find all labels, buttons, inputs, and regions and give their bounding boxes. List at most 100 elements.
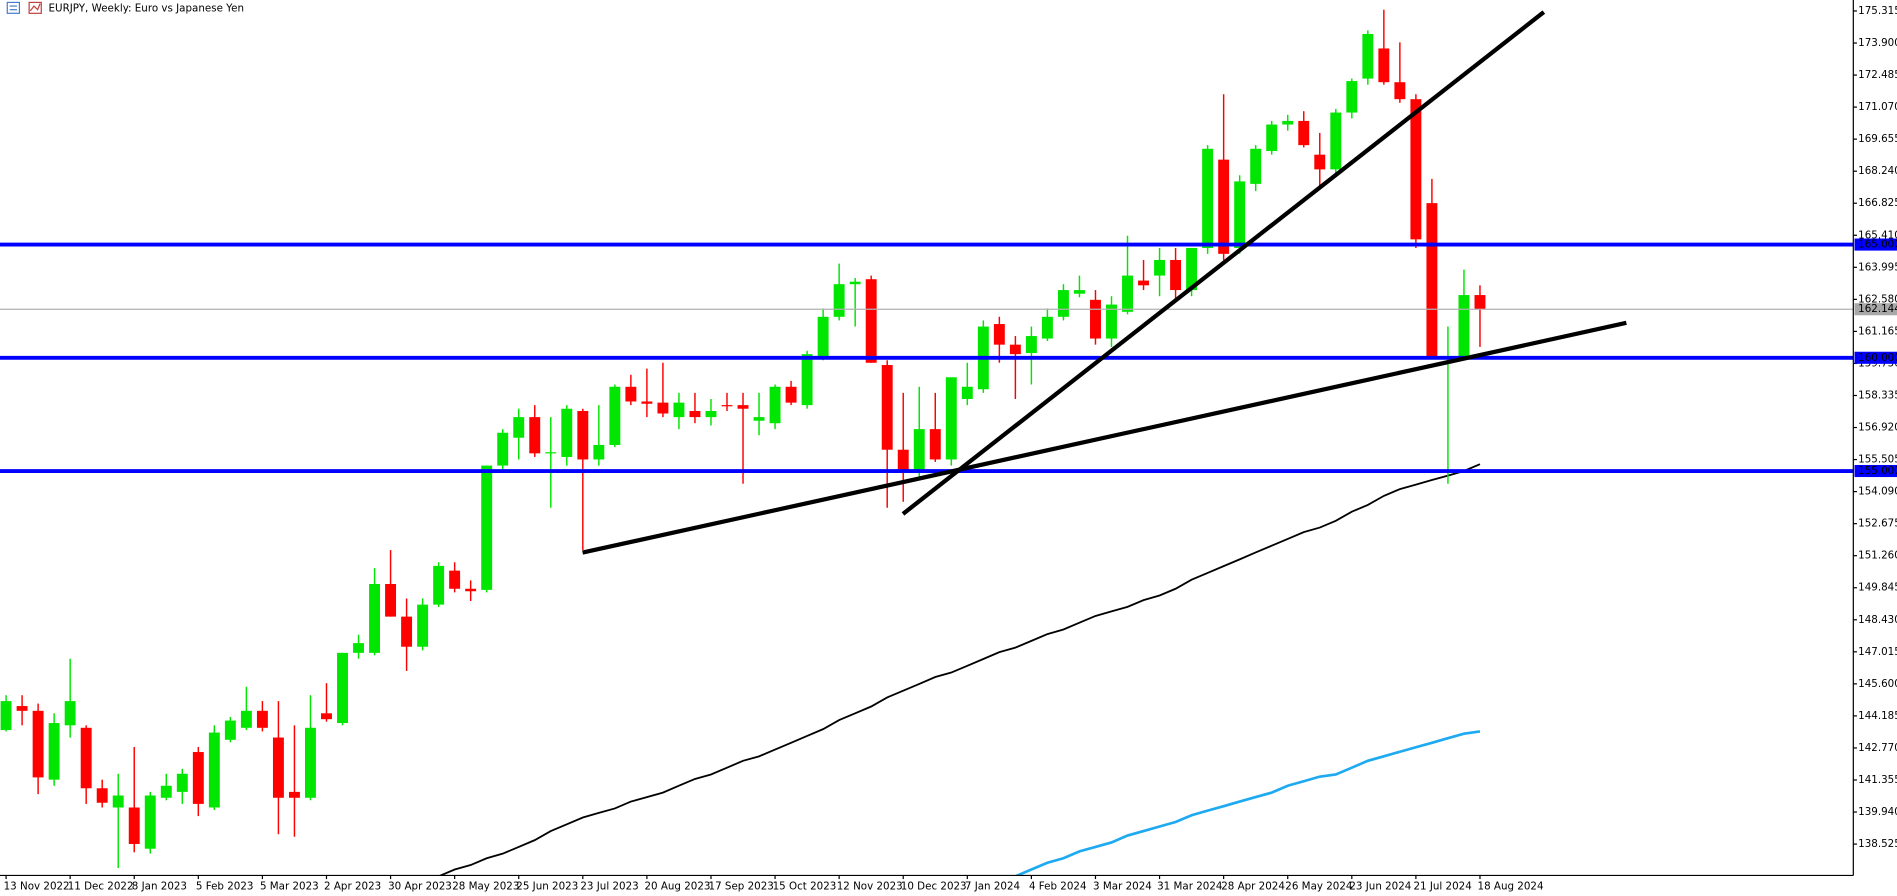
candle-body bbox=[657, 402, 669, 414]
moving-average bbox=[438, 463, 1481, 876]
x-tick-label: 18 Aug 2024 bbox=[1478, 880, 1544, 892]
y-tick-label: 172.485 bbox=[1858, 69, 1897, 81]
candle-body bbox=[1394, 82, 1406, 100]
x-tick-label: 28 Apr 2024 bbox=[1221, 880, 1285, 892]
candle-body bbox=[1346, 81, 1358, 113]
candle-body bbox=[48, 723, 60, 780]
candle-body bbox=[481, 465, 493, 590]
candle-body bbox=[1186, 247, 1198, 291]
candle-body bbox=[609, 386, 621, 445]
candle-body bbox=[897, 449, 909, 472]
x-tick-label: 8 Jan 2023 bbox=[132, 880, 187, 892]
x-tick-label: 4 Feb 2024 bbox=[1029, 880, 1087, 892]
candle-body bbox=[513, 417, 525, 438]
y-tick-label: 158.335 bbox=[1858, 390, 1897, 402]
candle-body bbox=[80, 727, 92, 789]
candle-body bbox=[112, 795, 124, 808]
y-tick-label: 139.940 bbox=[1858, 806, 1897, 818]
x-tick-label: 5 Mar 2023 bbox=[260, 880, 319, 892]
candle-body bbox=[641, 401, 653, 404]
y-tick-label: 163.995 bbox=[1858, 261, 1897, 273]
candle-body bbox=[1041, 316, 1053, 339]
candle-body bbox=[785, 386, 797, 403]
candle-body bbox=[0, 701, 12, 731]
candle-body bbox=[577, 411, 589, 460]
x-tick-label: 2 Apr 2023 bbox=[324, 880, 381, 892]
candle-body bbox=[1057, 290, 1069, 317]
candle-body bbox=[144, 795, 156, 849]
x-tick-label: 28 May 2023 bbox=[452, 880, 519, 892]
candle-body bbox=[1362, 33, 1374, 79]
icon bbox=[29, 3, 41, 12]
candle-body bbox=[160, 785, 172, 798]
y-tick-label: 154.090 bbox=[1858, 486, 1897, 498]
candle-body bbox=[1250, 148, 1262, 184]
candle-body bbox=[1282, 120, 1294, 125]
trendline bbox=[582, 320, 1627, 555]
candle-body bbox=[353, 643, 364, 653]
candle-body bbox=[256, 710, 268, 728]
x-tick-label: 31 Mar 2024 bbox=[1157, 880, 1222, 892]
y-tick-label: 155.505 bbox=[1858, 454, 1897, 466]
chart-title: EURJPY, Weekly: Euro vs Japanese Yen bbox=[49, 2, 244, 14]
title-bar: EURJPY, Weekly: Euro vs Japanese Yen bbox=[6, 1, 244, 14]
level-label: 165.000 bbox=[1858, 239, 1897, 251]
x-tick-label: 13 Nov 2022 bbox=[4, 880, 70, 892]
y-tick-label: 168.240 bbox=[1858, 165, 1897, 177]
candle-body bbox=[176, 773, 188, 792]
candle-body bbox=[801, 354, 813, 406]
y-tick-label: 162.580 bbox=[1858, 293, 1897, 305]
y-tick-label: 175.315 bbox=[1858, 5, 1897, 17]
x-tick-label: 3 Mar 2024 bbox=[1093, 880, 1152, 892]
candle-body bbox=[465, 588, 477, 592]
candle-body bbox=[240, 710, 252, 728]
candle-body bbox=[433, 565, 445, 605]
y-tick-label: 147.015 bbox=[1858, 646, 1897, 658]
candle-body bbox=[288, 791, 300, 798]
candle-body bbox=[1266, 124, 1278, 152]
y-tick-label: 141.355 bbox=[1858, 774, 1897, 786]
candle-body bbox=[817, 316, 829, 357]
candle-body bbox=[1330, 112, 1342, 170]
x-tick-label: 11 Dec 2022 bbox=[68, 880, 134, 892]
candle-body bbox=[1106, 304, 1117, 339]
candle-body bbox=[1170, 259, 1182, 291]
candle-body bbox=[192, 752, 204, 804]
candle-body bbox=[945, 377, 957, 460]
candle-body bbox=[497, 432, 509, 466]
candle-body bbox=[272, 737, 284, 798]
candle-body bbox=[769, 386, 781, 424]
x-tick-label: 17 Sep 2023 bbox=[709, 880, 774, 892]
x-tick-label: 10 Dec 2023 bbox=[901, 880, 967, 892]
y-tick-label: 148.430 bbox=[1858, 614, 1897, 626]
y-tick-label: 166.825 bbox=[1858, 197, 1897, 209]
candle-body bbox=[369, 584, 381, 653]
candle-body bbox=[849, 281, 861, 285]
x-tick-label: 7 Jan 2024 bbox=[965, 880, 1020, 892]
candle-body bbox=[833, 284, 845, 317]
candle-body bbox=[865, 279, 877, 363]
candle-body bbox=[128, 807, 140, 844]
x-tick-label: 21 Jul 2024 bbox=[1413, 880, 1471, 892]
level-label: 155.000 bbox=[1858, 465, 1897, 477]
y-tick-label: 144.185 bbox=[1858, 710, 1897, 722]
level-box bbox=[1854, 351, 1897, 364]
candle-body bbox=[1138, 280, 1150, 286]
candle-body bbox=[593, 444, 605, 460]
candle-body bbox=[1458, 295, 1470, 359]
candle-body bbox=[1122, 275, 1133, 312]
moving-average bbox=[1014, 730, 1481, 876]
candle-body bbox=[64, 701, 76, 726]
candle-body bbox=[753, 417, 765, 421]
y-tick-label: 165.410 bbox=[1858, 229, 1897, 241]
y-tick-label: 161.165 bbox=[1858, 325, 1897, 337]
candle-body bbox=[1154, 259, 1166, 276]
y-tick-label: 173.900 bbox=[1858, 37, 1897, 49]
plot-area bbox=[0, 9, 1854, 876]
candle-body bbox=[737, 405, 749, 409]
candle-body bbox=[561, 408, 573, 457]
candle-body bbox=[1234, 181, 1246, 248]
candle-body bbox=[929, 429, 941, 460]
level-box bbox=[1854, 238, 1897, 251]
